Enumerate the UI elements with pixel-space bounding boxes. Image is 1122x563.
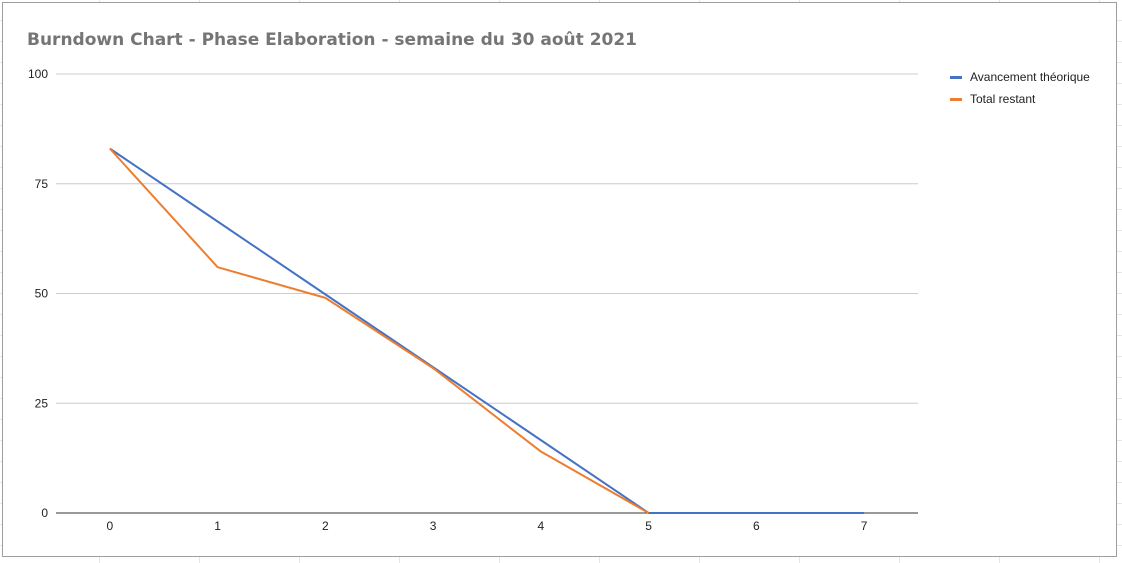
y-tick-label: 75 bbox=[35, 177, 49, 191]
series-line-avancement-theorique[interactable] bbox=[109, 147, 865, 514]
y-tick-label: 100 bbox=[28, 67, 48, 81]
x-tick-label: 6 bbox=[753, 519, 760, 533]
y-tick-label: 50 bbox=[35, 287, 49, 301]
legend-swatch bbox=[950, 97, 962, 101]
x-tick-label: 2 bbox=[322, 519, 329, 533]
axis-labels: 0 25 50 75 100 0 1 2 3 4 5 6 7 bbox=[28, 67, 868, 533]
legend-label: Total restant bbox=[970, 92, 1036, 106]
series-lines bbox=[109, 147, 865, 514]
x-tick-label: 4 bbox=[538, 519, 545, 533]
x-tick-label: 3 bbox=[430, 519, 437, 533]
legend-item[interactable]: Avancement théorique bbox=[950, 66, 1090, 88]
y-tick-label: 0 bbox=[41, 506, 48, 520]
x-tick-label: 5 bbox=[645, 519, 652, 533]
legend-item[interactable]: Total restant bbox=[950, 88, 1090, 110]
y-tick-label: 25 bbox=[35, 396, 49, 410]
x-tick-label: 7 bbox=[861, 519, 868, 533]
chart-container[interactable] bbox=[2, 2, 1117, 557]
grid-lines bbox=[56, 73, 918, 514]
legend-label: Avancement théorique bbox=[970, 70, 1090, 84]
series-line-total-restant[interactable] bbox=[109, 147, 650, 514]
chart-title: Burndown Chart - Phase Elaboration - sem… bbox=[27, 30, 638, 50]
x-tick-label: 1 bbox=[214, 519, 221, 533]
legend-swatch bbox=[950, 75, 962, 79]
x-tick-label: 0 bbox=[107, 519, 114, 533]
chart-legend: Avancement théorique Total restant bbox=[950, 66, 1090, 110]
